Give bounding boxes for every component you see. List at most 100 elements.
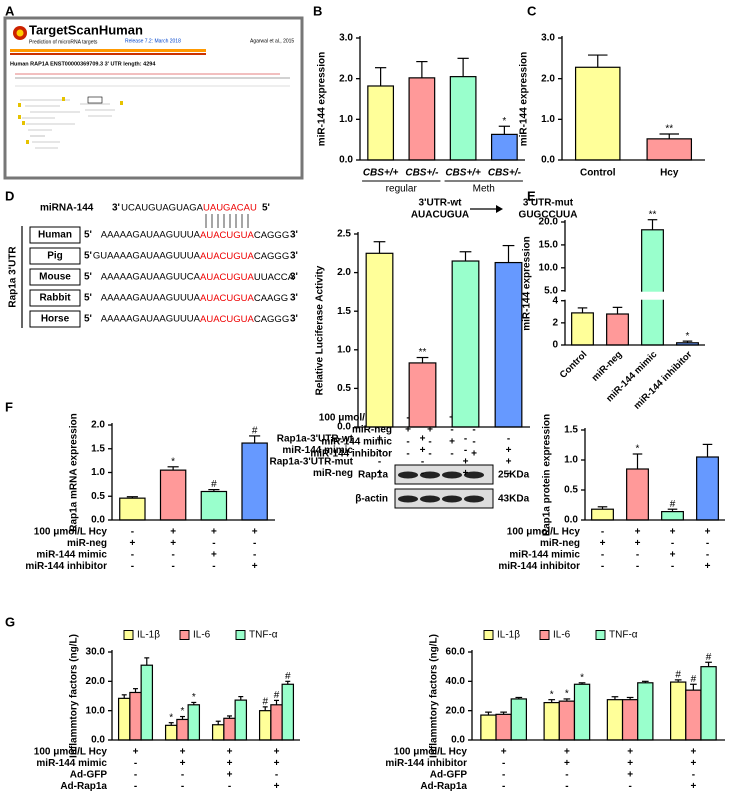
condition-mark: - bbox=[601, 561, 604, 572]
sequence-site: AUACUGUA bbox=[200, 230, 255, 241]
species-box bbox=[29, 289, 81, 307]
significance: # bbox=[675, 670, 681, 681]
species-name: Rabbit bbox=[39, 293, 71, 304]
end-label: 3' bbox=[290, 314, 298, 325]
blot-band bbox=[398, 471, 418, 479]
bar bbox=[449, 76, 477, 161]
end-label: 3' bbox=[290, 293, 298, 304]
condition-label: 100 μmol/L Hcy bbox=[34, 747, 108, 758]
y-tick-label: 4 bbox=[552, 295, 558, 306]
banner bbox=[10, 53, 206, 55]
condition-mark: - bbox=[228, 781, 231, 792]
significance: # bbox=[262, 696, 268, 707]
bar bbox=[365, 252, 394, 428]
group-label: regular bbox=[386, 184, 418, 195]
condition-mark: - bbox=[502, 781, 505, 792]
blot-band bbox=[464, 471, 484, 479]
significance: * bbox=[565, 689, 569, 700]
significance: # bbox=[691, 674, 697, 685]
y-tick-label: 3.0 bbox=[541, 33, 555, 44]
bar bbox=[129, 691, 142, 741]
condition-mark: + bbox=[705, 561, 711, 572]
condition-mark: - bbox=[181, 781, 184, 792]
condition-mark: + bbox=[170, 538, 176, 549]
y-axis-title: Inflammtory factors (ng/L) bbox=[69, 634, 80, 758]
sequence: CAGGG bbox=[254, 230, 289, 241]
end-label: 5' bbox=[84, 314, 92, 325]
blot-band bbox=[420, 495, 440, 503]
significance: ** bbox=[649, 209, 657, 220]
condition-mark: - bbox=[406, 413, 409, 424]
y-tick-label: 1.0 bbox=[541, 114, 555, 125]
condition-mark: + bbox=[211, 550, 217, 561]
bar bbox=[621, 699, 639, 741]
condition-label: miR-neg bbox=[67, 538, 107, 549]
sequence: AAAAAGAUAAGUUCA bbox=[101, 272, 201, 283]
end-label: 3' bbox=[112, 203, 120, 214]
condition-mark: - bbox=[253, 550, 256, 561]
end-label: 5' bbox=[262, 203, 270, 214]
bar bbox=[661, 511, 684, 521]
condition-label: miR-144 mimic bbox=[36, 758, 107, 769]
condition-label: miR-144 mimic bbox=[321, 437, 392, 448]
condition-mark: - bbox=[565, 770, 568, 781]
y-tick-label: 40.0 bbox=[446, 676, 466, 687]
condition-mark: + bbox=[274, 747, 280, 758]
significance: * bbox=[169, 712, 173, 723]
panel-letter: B bbox=[313, 3, 322, 18]
blot-band bbox=[442, 495, 462, 503]
condition-mark: - bbox=[421, 457, 424, 468]
condition-mark: - bbox=[275, 770, 278, 781]
sequence: CAGGG bbox=[254, 314, 289, 325]
condition-label: Ad-GFP bbox=[70, 770, 108, 781]
sequence: AUACUGUACAGGG bbox=[200, 230, 289, 241]
end-label: 3' bbox=[290, 272, 298, 283]
bar bbox=[140, 664, 154, 741]
x-tick-label: CBS+/- bbox=[405, 168, 439, 179]
bar bbox=[408, 362, 437, 428]
y-tick-label: 0.5 bbox=[337, 383, 351, 394]
condition-mark: + bbox=[227, 770, 233, 781]
y-axis-title: Relative Luciferase Activity bbox=[315, 265, 326, 395]
condition-mark: + bbox=[449, 437, 455, 448]
y-tick-label: 0.0 bbox=[451, 735, 465, 746]
bar bbox=[510, 698, 527, 741]
panel-letter: E bbox=[527, 188, 536, 203]
bar bbox=[670, 681, 687, 741]
condition-label: miR-144 inhibitor bbox=[498, 561, 580, 572]
y-axis-title: Rap1a mRNA expression bbox=[69, 413, 80, 532]
condition-label: miR-neg bbox=[313, 468, 353, 479]
condition-mark: - bbox=[601, 550, 604, 561]
condition-mark: + bbox=[420, 445, 426, 456]
significance: # bbox=[211, 479, 217, 490]
y-axis-title: miR-144 expression bbox=[522, 236, 533, 331]
bar bbox=[211, 724, 225, 741]
condition-mark: + bbox=[274, 781, 280, 792]
citation: Agarwal et al., 2015 bbox=[250, 38, 294, 44]
bar bbox=[558, 700, 576, 741]
species-box bbox=[29, 268, 81, 286]
y-tick-label: 60.0 bbox=[446, 647, 466, 658]
y-tick-label: 2.0 bbox=[91, 420, 105, 431]
condition-mark: - bbox=[378, 457, 381, 468]
condition-label: miR-144 mimic bbox=[36, 550, 107, 561]
logo-icon bbox=[16, 29, 24, 37]
y-tick-label: 1.0 bbox=[564, 455, 578, 466]
legend-label: TNF-α bbox=[609, 630, 638, 641]
panel-letter: D bbox=[5, 188, 14, 203]
condition-mark: - bbox=[472, 425, 475, 436]
bar bbox=[696, 456, 719, 521]
y-tick-label: 1.5 bbox=[564, 425, 578, 436]
sequence-site: AUACUGUA bbox=[200, 314, 255, 325]
legend-label: IL-1β bbox=[137, 630, 160, 641]
condition-label: Ad-Rap1a bbox=[60, 781, 107, 792]
condition-mark: + bbox=[705, 527, 711, 538]
y-tick-label: 1.0 bbox=[337, 344, 351, 355]
y-tick-label: 0.0 bbox=[564, 515, 578, 526]
significance: * bbox=[580, 672, 584, 683]
y-tick-label: 0.0 bbox=[91, 735, 105, 746]
mirna-name: miRNA-144 bbox=[40, 203, 94, 214]
band-label: Rap1a bbox=[358, 470, 388, 481]
bar bbox=[258, 710, 272, 741]
condition-mark: - bbox=[131, 550, 134, 561]
